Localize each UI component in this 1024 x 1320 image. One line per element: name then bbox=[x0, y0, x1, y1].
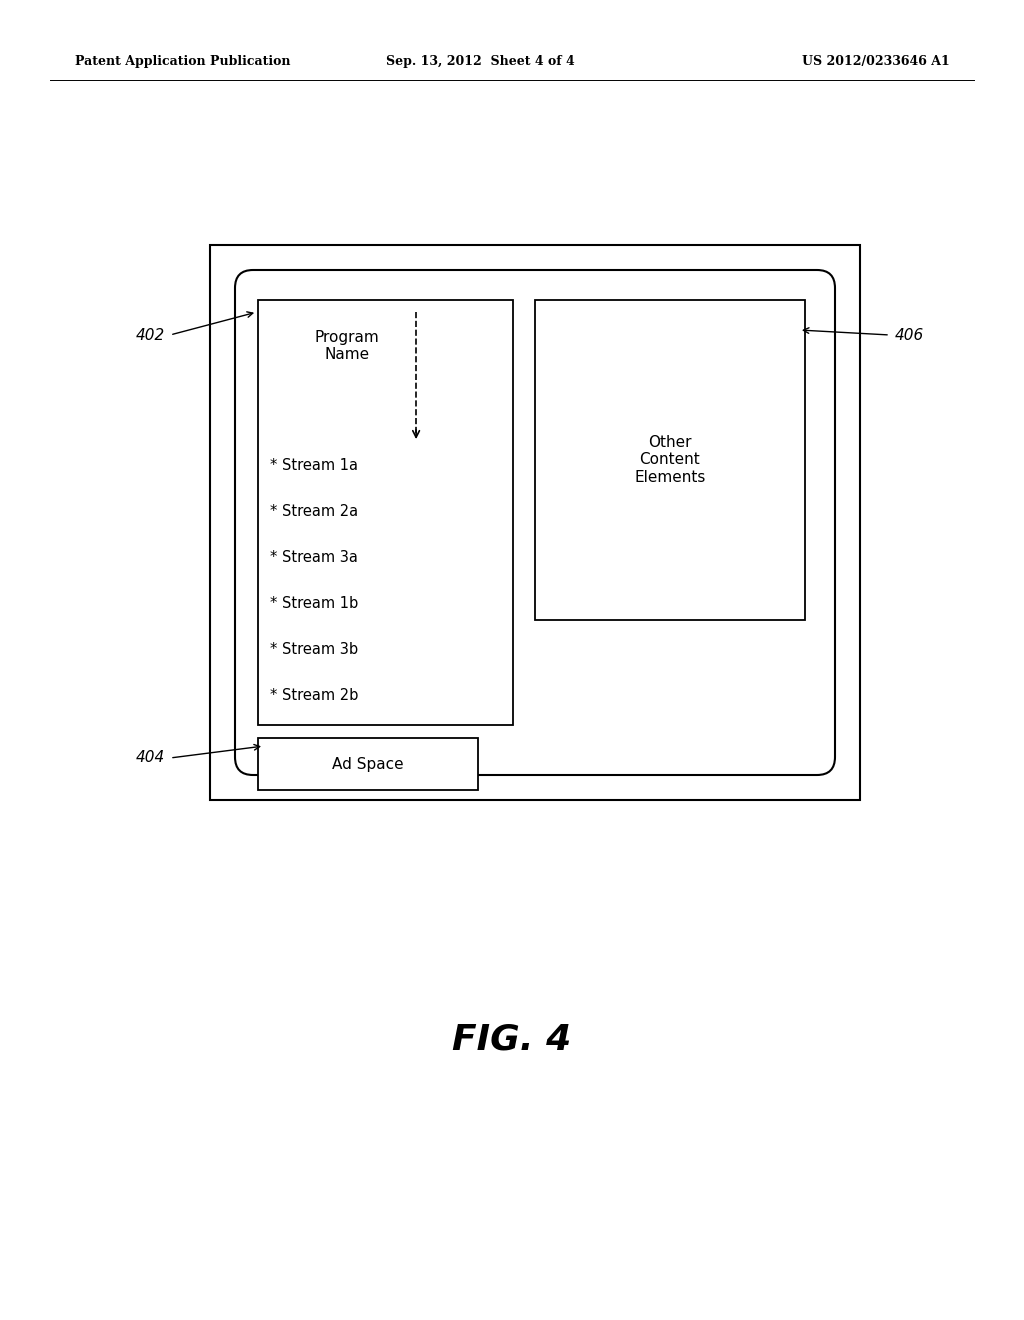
Text: FIG. 4: FIG. 4 bbox=[453, 1023, 571, 1057]
Text: * Stream 1b: * Stream 1b bbox=[270, 595, 358, 610]
Text: US 2012/0233646 A1: US 2012/0233646 A1 bbox=[802, 55, 950, 69]
Text: * Stream 3a: * Stream 3a bbox=[270, 549, 357, 565]
Text: * Stream 3b: * Stream 3b bbox=[270, 642, 358, 656]
Text: Other
Content
Elements: Other Content Elements bbox=[634, 436, 706, 484]
Text: 406: 406 bbox=[895, 327, 925, 342]
Bar bbox=[258, 300, 513, 725]
Text: * Stream 2a: * Stream 2a bbox=[270, 503, 358, 519]
Text: * Stream 1a: * Stream 1a bbox=[270, 458, 358, 473]
Text: 402: 402 bbox=[136, 327, 165, 342]
Text: 404: 404 bbox=[136, 751, 165, 766]
Text: * Stream 2b: * Stream 2b bbox=[270, 688, 358, 702]
Bar bbox=[258, 738, 478, 789]
Text: Program
Name: Program Name bbox=[314, 330, 380, 363]
Text: Ad Space: Ad Space bbox=[332, 756, 403, 771]
Text: Sep. 13, 2012  Sheet 4 of 4: Sep. 13, 2012 Sheet 4 of 4 bbox=[386, 55, 574, 69]
Bar bbox=[210, 246, 860, 800]
Text: Patent Application Publication: Patent Application Publication bbox=[75, 55, 291, 69]
Bar bbox=[535, 300, 805, 620]
FancyBboxPatch shape bbox=[234, 271, 835, 775]
